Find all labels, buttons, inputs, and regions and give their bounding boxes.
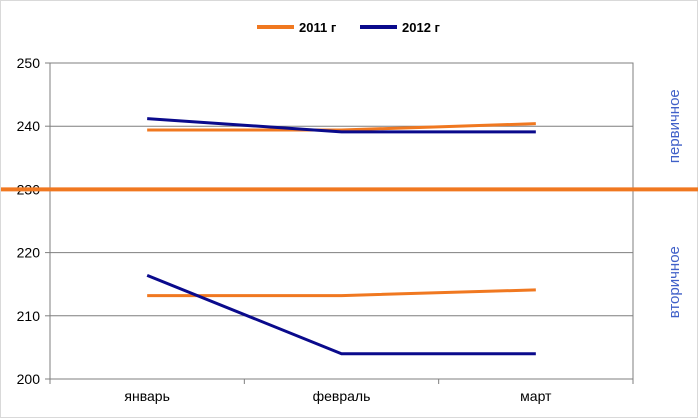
legend-label: 2011 г: [299, 20, 337, 35]
y-tick-label: 210: [17, 308, 41, 324]
y-tick-label: 200: [17, 371, 41, 387]
series-line-2-lower: [146, 273, 536, 356]
series-line-1-upper: [147, 122, 536, 132]
plot-area: [49, 62, 634, 380]
series-line-1-lower: [147, 288, 536, 298]
x-tick-label: февраль: [313, 388, 371, 404]
y-tick-label: 220: [17, 245, 41, 261]
x-tick-label: март: [520, 388, 552, 404]
y-tick-label: 250: [17, 55, 41, 71]
side-label-lower: вторичное: [666, 246, 683, 318]
legend-label: 2012 г: [402, 20, 441, 35]
x-tick-label: январь: [124, 388, 169, 404]
side-label-upper: первичное: [666, 89, 683, 163]
series-line-2-upper: [147, 117, 536, 134]
y-tick-label: 240: [17, 118, 41, 134]
